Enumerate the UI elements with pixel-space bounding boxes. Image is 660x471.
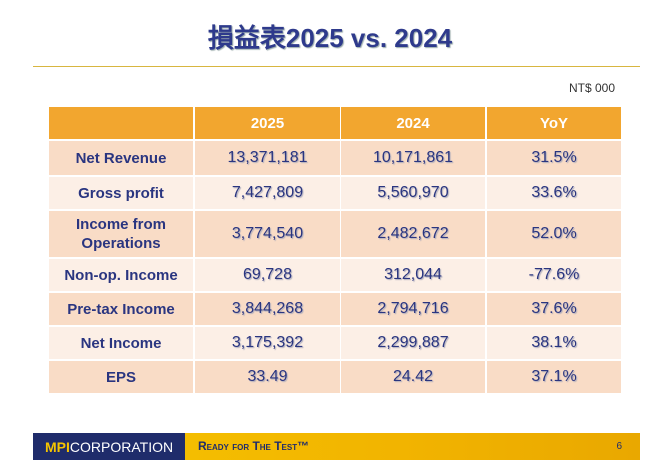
footer: MPI CORPORATION Ready for The Test™ 6 (33, 433, 640, 460)
logo-mark: MPI (45, 438, 70, 455)
value-cell: 38.1% (487, 327, 621, 359)
value-cell: 69,728 (195, 259, 340, 291)
value-cell: 52.0% (487, 211, 621, 257)
value-cell: 5,560,970 (341, 177, 485, 209)
unit: NT$ 000 (568, 81, 615, 95)
value-cell: 33.49 (195, 361, 340, 393)
value-cell: 37.6% (487, 293, 621, 325)
title-rule (33, 66, 640, 67)
title: 損益表2025 vs. 2024 (207, 23, 453, 53)
value-cell: 3,774,540 (195, 211, 340, 257)
row-label: Gross profit (49, 177, 193, 209)
value-cell: 312,044 (341, 259, 485, 291)
header-cell: 2024 (341, 107, 485, 139)
value-cell: 37.1% (487, 361, 621, 393)
header-cell: YoY (487, 107, 621, 139)
value-cell: 2,299,887 (341, 327, 485, 359)
row-label: Net Income (49, 327, 193, 359)
value-cell: 24.42 (341, 361, 485, 393)
header-cell: 2025 (195, 107, 340, 139)
row-label: Income from Operations (49, 211, 193, 257)
row-label: Non-op. Income (49, 259, 193, 291)
value-cell: 31.5% (487, 141, 621, 175)
value-cell: 33.6% (487, 177, 621, 209)
row-label: Pre-tax Income (49, 293, 193, 325)
page-number: 6 (616, 441, 622, 452)
logo: MPI CORPORATION (33, 433, 185, 460)
tagline: Ready for The Test™ (198, 439, 310, 453)
header-cell (49, 107, 193, 139)
value-cell: 3,844,268 (195, 293, 340, 325)
value-cell: 13,371,181 (195, 141, 340, 175)
logo-name: CORPORATION (69, 438, 174, 455)
row-label: Net Revenue (49, 141, 193, 175)
row-label: EPS (49, 361, 193, 393)
value-cell: 10,171,861 (341, 141, 485, 175)
value-cell: 3,175,392 (195, 327, 340, 359)
value-cell: 2,794,716 (341, 293, 485, 325)
value-cell: 2,482,672 (341, 211, 485, 257)
value-cell: -77.6% (487, 259, 621, 291)
value-cell: 7,427,809 (195, 177, 340, 209)
